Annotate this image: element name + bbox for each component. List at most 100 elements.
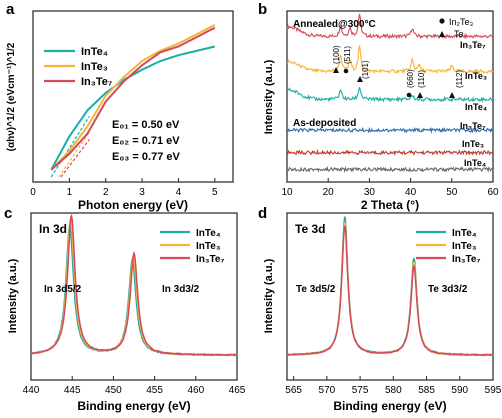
xrd-trace-3 <box>286 126 493 134</box>
panel-a-letter: a <box>6 1 15 18</box>
panel-a-legend: InTe₄ InTe₃ In₃Te₇ <box>44 46 112 88</box>
panel-d-curves <box>286 216 494 357</box>
legend-label-te: Te <box>454 29 464 39</box>
legend-label-In3Te7: In₃Te₇ <box>81 76 112 88</box>
panel-d-letter: d <box>258 205 267 222</box>
peak-label-in3d52: In 3d5/2 <box>44 284 82 295</box>
x-tick-label: 460 <box>187 385 204 396</box>
x-tick-label: 40 <box>405 187 417 198</box>
xps-trace-2 <box>286 225 493 357</box>
legend-marker-in2te3 <box>439 18 445 24</box>
panel-a-frame <box>32 10 234 183</box>
trace-label-In3Te7-asdep: In₃Te₇ <box>460 121 486 131</box>
x-tick-label: 20 <box>323 187 335 198</box>
panel-a-curves <box>50 23 216 178</box>
panel-c-title: In 3d <box>39 222 67 236</box>
panel-c-ylabel: Intensity (a.u.) <box>7 258 19 333</box>
annotation-eg1: E₀₁ = 0.50 eV <box>112 119 180 131</box>
xrd-trace-0 <box>286 13 494 40</box>
peak-marker-112 <box>449 92 455 98</box>
xrd-trace-1 <box>286 45 494 75</box>
annotation-eg3: E₀₃ = 0.77 eV <box>112 151 181 163</box>
trace-label-InTe3-asdep: InTe₃ <box>462 139 484 149</box>
x-tick-label: 5 <box>212 187 218 198</box>
legend-label-InTe3: InTe₃ <box>81 61 108 73</box>
peak-label-110: (110) <box>417 70 426 88</box>
panel-b-legend: In₂Te₃ Te <box>439 17 474 39</box>
peak-marker-511 <box>343 68 349 74</box>
x-tick-label: 445 <box>64 385 81 396</box>
x-tick-label: 590 <box>451 385 468 396</box>
panel-d-ticks: 565 570 575 580 585 590 595 <box>285 376 502 396</box>
x-tick-label: 3 <box>139 187 145 198</box>
legend-label-InTe4: InTe₄ <box>196 228 221 239</box>
extrapolation-line-2 <box>60 139 90 178</box>
xrd-trace-5 <box>286 165 494 173</box>
panel-c: c 440 445 450 455 460 465 In 3d Intensity (a.… <box>4 205 246 413</box>
extrapolation-line-1 <box>58 131 90 178</box>
x-tick-label: 2 <box>103 187 109 198</box>
x-tick-label: 595 <box>485 385 502 396</box>
x-tick-label: 1 <box>67 187 73 198</box>
legend-marker-te <box>439 31 445 37</box>
xrd-trace-2 <box>286 87 494 103</box>
x-tick-label: 580 <box>385 385 402 396</box>
panel-d-xlabel: Binding energy (eV) <box>333 399 446 413</box>
xrd-trace-4 <box>286 148 494 156</box>
legend-label-InTe3: InTe₃ <box>452 241 477 252</box>
trace-label-InTe3-annealed: InTe₃ <box>465 71 487 81</box>
peak-label-112: (112) <box>455 70 464 88</box>
panel-a-xlabel: Photon energy (eV) <box>78 198 188 212</box>
peak-label-te3d52: Te 3d5/2 <box>296 284 336 295</box>
legend-label-InTe4: InTe₄ <box>81 46 108 58</box>
panel-b-ticks: 10 20 30 40 50 60 <box>281 178 499 198</box>
peak-marker-110 <box>417 92 423 98</box>
series-line-0 <box>50 45 216 171</box>
x-tick-label: 465 <box>229 385 246 396</box>
peak-marker-100 <box>333 67 339 73</box>
extrapolation-line-0 <box>50 115 90 178</box>
legend-label-In3Te7: In₃Te₇ <box>196 254 224 265</box>
legend-label-In3Te7: In₃Te₇ <box>452 254 480 265</box>
panel-d-title: Te 3d <box>295 222 325 236</box>
panel-b-curves <box>286 13 494 173</box>
peak-marker-660 <box>406 92 412 98</box>
panel-c-legend: InTe₄ InTe₃ In₃Te₇ <box>160 228 224 265</box>
trace-label-In3Te7-annealed: In₃Te₇ <box>460 40 486 50</box>
panel-a-ticks: 0 1 2 3 4 5 <box>30 178 218 198</box>
peak-label-660: (660) <box>406 69 415 88</box>
panel-b-ylabel: Intensity (a.u.) <box>263 59 275 134</box>
legend-label-InTe4: InTe₄ <box>452 228 477 239</box>
series-line-1 <box>50 23 216 171</box>
peak-label-in3d32: In 3d3/2 <box>162 284 200 295</box>
peak-label-te3d32: Te 3d3/2 <box>428 284 468 295</box>
group-label-annealed: Annealed@300°C <box>293 19 376 30</box>
x-tick-label: 60 <box>487 187 499 198</box>
panel-a: a 0 1 2 3 4 5 (αhν)^1/2 (eVcm⁻¹)^1/2 Photon e… <box>6 1 234 212</box>
x-tick-label: 570 <box>319 385 336 396</box>
panel-b-frame <box>286 10 494 183</box>
peak-markers: (100) (511) (101) (660) (110) (112) <box>332 45 464 98</box>
panel-d-ylabel: Intensity (a.u.) <box>263 258 275 333</box>
panel-b: b 10 20 30 40 50 60 Intensity (a.u.) 2 Theta … <box>258 1 499 212</box>
panel-b-xlabel: 2 Theta (°) <box>361 198 419 212</box>
panel-b-letter: b <box>258 1 267 18</box>
peak-label-101: (101) <box>361 60 370 79</box>
peak-marker-101 <box>357 76 363 82</box>
panel-d-legend: InTe₄ InTe₃ In₃Te₇ <box>416 228 480 265</box>
x-tick-label: 0 <box>30 187 36 198</box>
x-tick-label: 585 <box>418 385 435 396</box>
series-line-2 <box>50 26 216 171</box>
panel-c-ticks: 440 445 450 455 460 465 <box>23 376 246 396</box>
panel-c-xlabel: Binding energy (eV) <box>77 399 190 413</box>
legend-label-in2te3: In₂Te₃ <box>449 17 474 27</box>
x-tick-label: 10 <box>281 187 293 198</box>
x-tick-label: 450 <box>105 385 122 396</box>
x-tick-label: 565 <box>285 385 302 396</box>
panel-a-ylabel: (αhν)^1/2 (eVcm⁻¹)^1/2 <box>6 42 17 151</box>
panel-d-frame <box>286 212 494 381</box>
panel-c-letter: c <box>4 205 12 222</box>
x-tick-label: 440 <box>23 385 40 396</box>
x-tick-label: 4 <box>176 187 182 198</box>
